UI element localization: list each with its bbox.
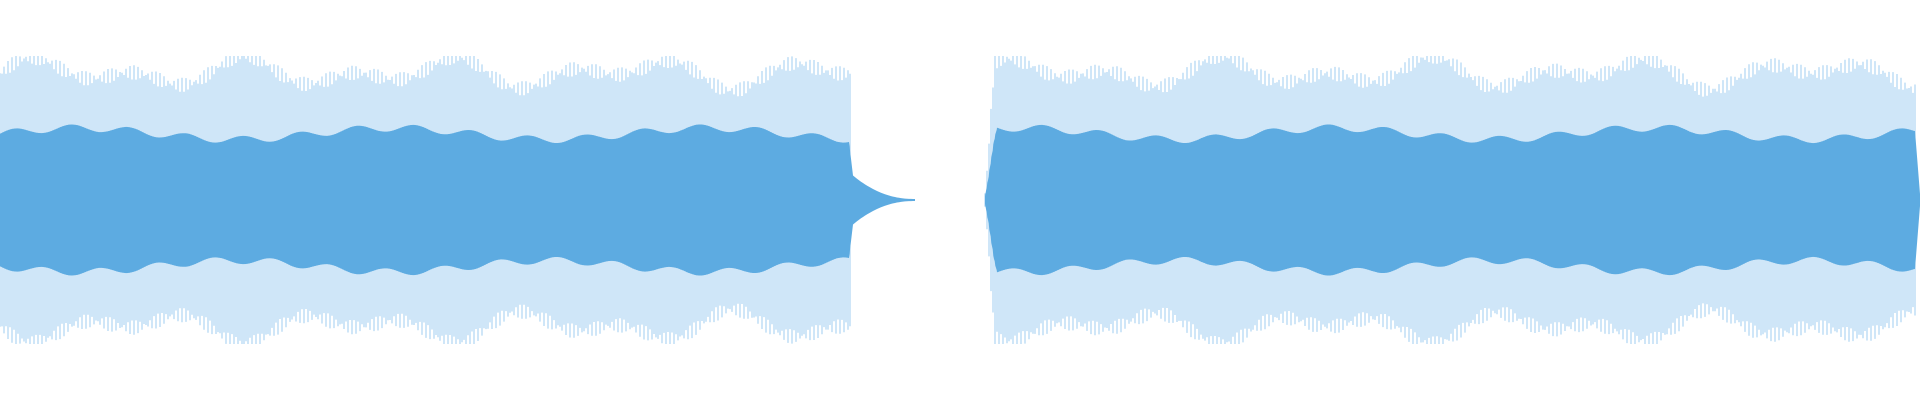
waveform-segment-2[interactable] <box>984 56 1920 344</box>
waveform-segment-1[interactable] <box>0 56 915 344</box>
waveform-layer <box>0 56 1920 344</box>
